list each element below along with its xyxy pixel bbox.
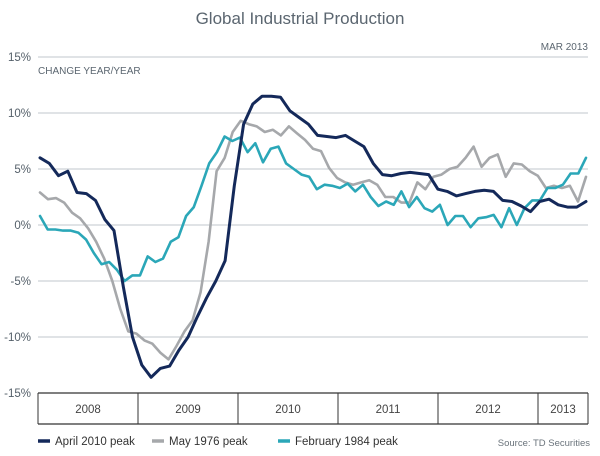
x-tick-label: 2010 (275, 404, 301, 416)
y-tick-label: -10% (4, 332, 31, 344)
y-tick-label: 10% (8, 108, 31, 120)
y-tick-label: -5% (11, 276, 31, 288)
series-layer (38, 94, 588, 379)
y-tick-label: 0% (14, 220, 31, 232)
y-axis-label: CHANGE YEAR/YEAR (38, 66, 141, 77)
legend-label: February 1984 peak (295, 436, 398, 448)
legend-label: April 2010 peak (55, 436, 135, 448)
legend: April 2010 peak May 1976 peak February 198… (38, 436, 398, 448)
legend-label: May 1976 peak (169, 436, 248, 448)
y-tick-label: 5% (14, 164, 31, 176)
x-axis: 2008 2009 2010 2011 2012 2013 (37, 392, 589, 425)
x-tick-label: 2009 (175, 404, 201, 416)
chart-title: Global Industrial Production (196, 9, 405, 28)
x-tick-label: 2013 (550, 404, 576, 416)
series-line-1 (38, 119, 588, 361)
date-label: MAR 2013 (541, 42, 589, 53)
y-ticks: 15% 10% 5% 0% -5% -10% -15% (4, 52, 31, 400)
x-tick-label: 2012 (475, 404, 501, 416)
y-tick-label: -15% (4, 388, 31, 400)
source-note: Source: TD Securities (498, 438, 590, 449)
x-tick-label: 2011 (376, 404, 401, 416)
series-line-2 (38, 135, 588, 283)
x-tick-label: 2008 (75, 404, 101, 416)
y-tick-label: 15% (8, 52, 31, 64)
series-line-0 (38, 94, 588, 379)
grid (38, 56, 588, 394)
